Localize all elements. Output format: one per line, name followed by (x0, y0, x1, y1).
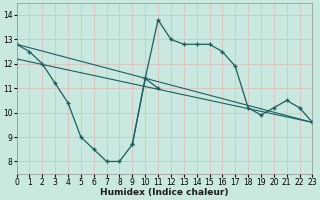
X-axis label: Humidex (Indice chaleur): Humidex (Indice chaleur) (100, 188, 229, 197)
